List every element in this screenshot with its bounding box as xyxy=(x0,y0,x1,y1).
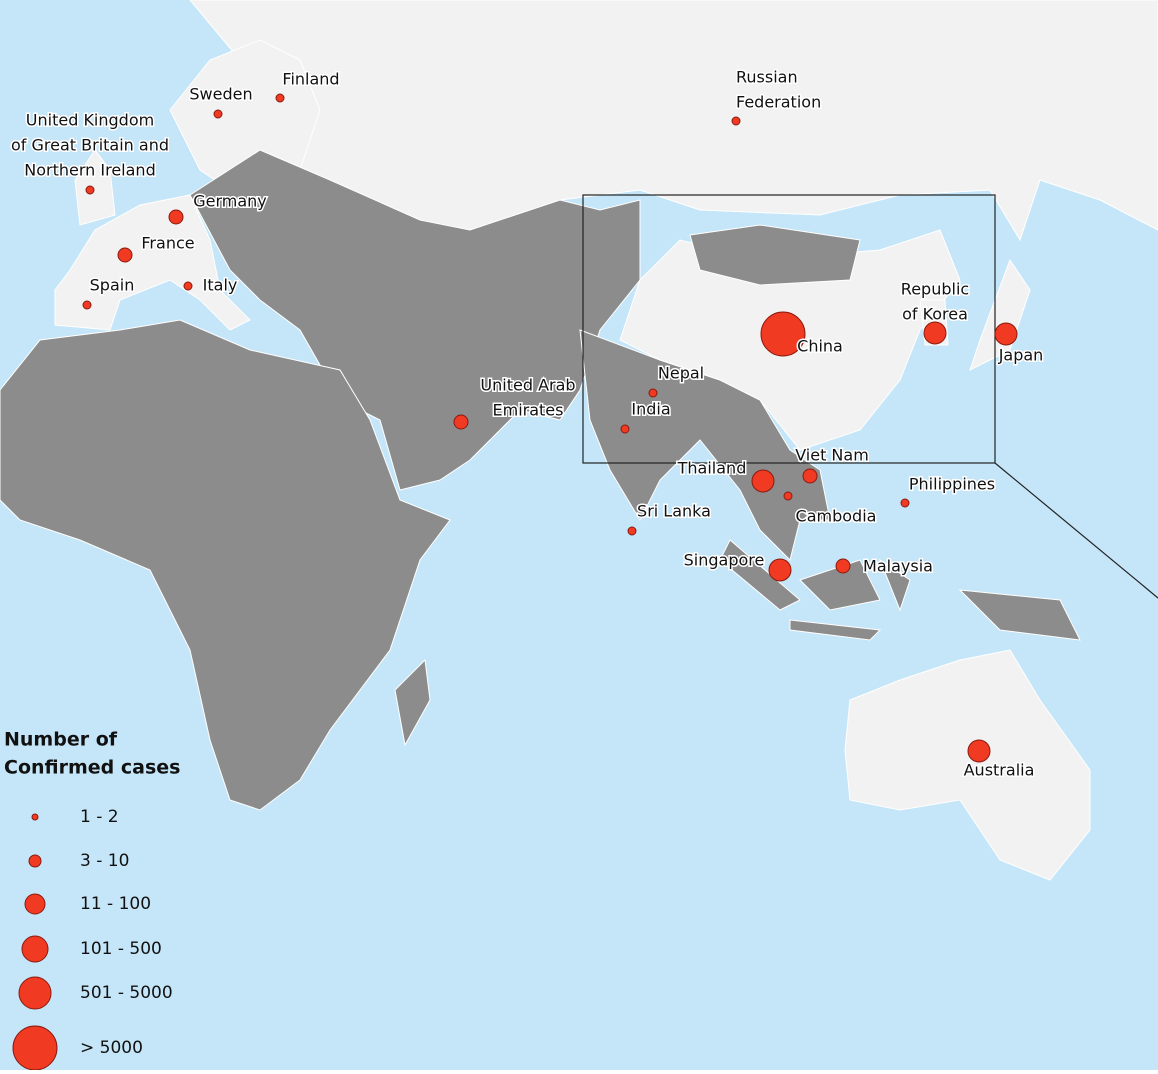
case-marker xyxy=(923,321,947,345)
land-dark xyxy=(394,658,431,747)
country-label: Singapore xyxy=(684,551,765,570)
legend-label: > 5000 xyxy=(80,1038,143,1058)
country-label: United Arab xyxy=(480,376,575,395)
land-light xyxy=(844,649,1091,881)
legend-title: Number of xyxy=(4,729,118,751)
land-light xyxy=(74,149,116,226)
country-label: Republic xyxy=(901,280,969,299)
legend-label: 11 - 100 xyxy=(80,894,151,914)
country-label: Spain xyxy=(90,276,135,295)
case-marker xyxy=(802,468,818,484)
country-label: of Great Britain and xyxy=(11,136,169,155)
case-marker xyxy=(835,558,851,574)
country-label: Italy xyxy=(203,276,238,295)
case-marker xyxy=(213,109,223,119)
country-label: Germany xyxy=(193,192,267,211)
markers: Finland Sweden United Kingdom of Great Brit… xyxy=(10,66,1045,781)
country-label: Japan xyxy=(998,346,1044,365)
case-marker xyxy=(648,388,658,398)
case-marker xyxy=(768,558,792,582)
case-marker xyxy=(751,469,775,493)
country-label: Nepal xyxy=(658,364,704,383)
legend-marker xyxy=(12,1025,58,1071)
legend-marker xyxy=(28,854,42,868)
country-label: Australia xyxy=(964,761,1035,780)
case-marker xyxy=(967,739,991,763)
land-light xyxy=(54,194,251,331)
legend-marker xyxy=(18,976,52,1010)
legend-marker xyxy=(24,893,46,915)
country-label: Cambodia xyxy=(796,507,877,526)
land-light xyxy=(969,258,1031,371)
case-marker xyxy=(783,491,793,501)
country-label: China xyxy=(797,337,843,356)
legend-title: Confirmed cases xyxy=(4,757,180,779)
case-marker xyxy=(82,300,92,310)
case-marker xyxy=(168,209,184,225)
inset-leader xyxy=(994,462,1158,599)
country-label: of Korea xyxy=(902,305,968,324)
legend-marker xyxy=(31,813,39,821)
country-label: Northern Ireland xyxy=(24,161,155,180)
case-marker xyxy=(275,93,285,103)
case-marker xyxy=(994,322,1018,346)
case-marker xyxy=(760,311,806,357)
case-marker xyxy=(900,498,910,508)
land-dark xyxy=(689,224,861,286)
country-label: Sri Lanka xyxy=(637,502,711,521)
legend-label: 101 - 500 xyxy=(80,939,162,959)
legend: Number of Confirmed cases 1 - 2 3 - 10 11 - … xyxy=(4,729,180,1071)
legend-label: 3 - 10 xyxy=(80,851,129,871)
country-label: India xyxy=(631,400,670,419)
country-label: Malaysia xyxy=(863,557,933,576)
land-dark xyxy=(189,149,641,491)
legend-marker xyxy=(21,935,49,963)
country-label: Finland xyxy=(282,70,339,89)
country-label: Federation xyxy=(736,93,821,112)
country-label: Sweden xyxy=(189,85,252,104)
country-label: United Kingdom xyxy=(26,111,154,130)
legend-label: 1 - 2 xyxy=(80,807,119,827)
country-label: Philippines xyxy=(909,475,995,494)
case-marker xyxy=(117,247,133,263)
inset-frame xyxy=(582,194,996,464)
case-marker xyxy=(85,185,95,195)
country-label: Russian xyxy=(736,68,798,87)
case-marker xyxy=(620,424,630,434)
land-dark xyxy=(0,319,451,811)
country-label: Thailand xyxy=(677,459,747,478)
country-label: Emirates xyxy=(493,401,564,420)
land-dark xyxy=(719,539,1081,641)
country-label: Viet Nam xyxy=(795,446,869,465)
legend-label: 501 - 5000 xyxy=(80,983,173,1003)
case-marker xyxy=(183,281,193,291)
case-marker xyxy=(627,526,637,536)
case-marker xyxy=(453,414,469,430)
case-marker xyxy=(731,116,741,126)
country-label: France xyxy=(141,234,194,253)
